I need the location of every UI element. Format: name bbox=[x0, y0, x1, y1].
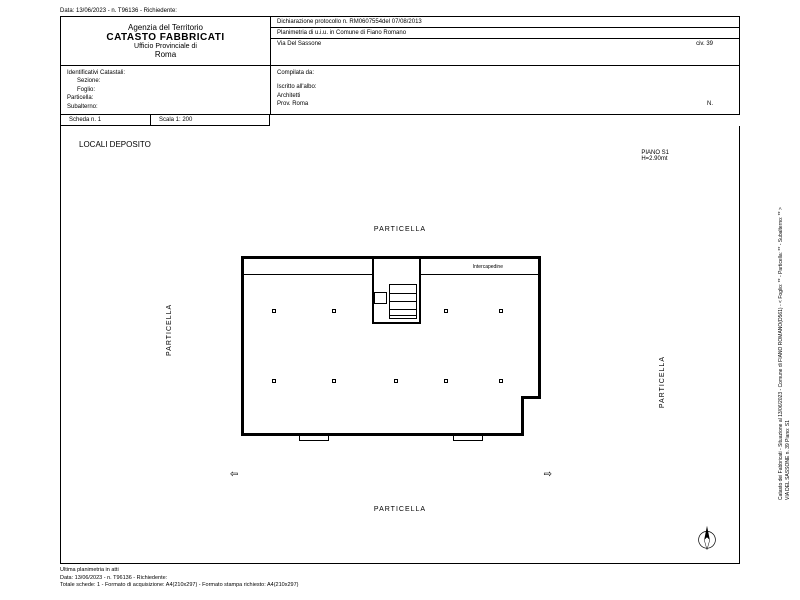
arrow-right-icon: ⇨ bbox=[544, 469, 552, 480]
piano-info: PIANO S1 H=2.90mt bbox=[641, 150, 669, 162]
steps-bottom-left bbox=[299, 433, 329, 441]
column bbox=[444, 379, 448, 383]
column bbox=[394, 379, 398, 383]
prov: Prov. Roma bbox=[277, 100, 308, 108]
column bbox=[272, 379, 276, 383]
ident-block: Identificativi Catastali: Sezione: Fogli… bbox=[60, 66, 740, 115]
foglio: Foglio: bbox=[67, 86, 264, 94]
civ: civ. 39 bbox=[696, 41, 733, 47]
side-vertical-text: Catasto dei Fabbricati - Situazione al 1… bbox=[778, 80, 792, 500]
stairs bbox=[389, 284, 417, 319]
wall bbox=[244, 274, 372, 275]
intercapedine-label: Intercapedine bbox=[473, 264, 503, 270]
compass-icon bbox=[693, 523, 721, 551]
footer-l2: Data: 13/06/2023 - n. T96136 - Richieden… bbox=[60, 575, 740, 583]
column bbox=[499, 309, 503, 313]
column bbox=[499, 379, 503, 383]
header-block: Agenzia del Territorio CATASTO FABBRICAT… bbox=[60, 16, 740, 66]
address-row: Via Del Sassone civ. 39 bbox=[271, 39, 739, 49]
wall bbox=[419, 274, 541, 275]
compilata: Compilata da: bbox=[277, 69, 733, 77]
wall bbox=[372, 322, 421, 324]
ident-left: Identificativi Catastali: Sezione: Fogli… bbox=[61, 66, 271, 114]
wall bbox=[419, 259, 421, 324]
scheda: Scheda n. 1 bbox=[61, 115, 151, 125]
subalterno-label: Subalterno: bbox=[67, 103, 264, 111]
column bbox=[332, 379, 336, 383]
footer: Ultima planimetria in atti Data: 13/06/2… bbox=[60, 567, 740, 590]
particella-bottom: PARTICELLA bbox=[374, 506, 426, 513]
column bbox=[444, 309, 448, 313]
scala: Scala 1: 200 bbox=[151, 115, 200, 125]
column bbox=[272, 309, 276, 313]
top-meta-line: Data: 13/06/2023 - n. T96136 - Richieden… bbox=[60, 8, 740, 14]
side-l2: VIA DEL SASSONE n. 39 Piano: S1 bbox=[785, 80, 792, 500]
scala-bar: Scheda n. 1 Scala 1: 200 bbox=[60, 115, 270, 126]
closet bbox=[374, 292, 387, 304]
header-right: Dichiarazione protocollo n. RM0607554del… bbox=[271, 17, 739, 65]
dichiarazione: Dichiarazione protocollo n. RM0607554del… bbox=[271, 17, 739, 28]
particella-left: PARTICELLA bbox=[166, 304, 173, 356]
ident-title: Identificativi Catastali: bbox=[67, 69, 264, 77]
particella-label: Particella: bbox=[67, 94, 264, 102]
steps-bottom-right bbox=[453, 433, 483, 441]
ident-right: Compilata da: Iscritto all'albo: Archite… bbox=[271, 66, 739, 114]
agency-line1: Agenzia del Territorio bbox=[65, 23, 266, 32]
footer-l1: Ultima planimetria in atti bbox=[60, 567, 740, 575]
particella-top: PARTICELLA bbox=[374, 226, 426, 233]
particella-right: PARTICELLA bbox=[659, 356, 666, 408]
iscritto: Iscritto all'albo: bbox=[277, 83, 733, 91]
num: N. bbox=[707, 100, 713, 108]
sezione: Sezione: bbox=[67, 77, 264, 85]
side-l1: Catasto dei Fabbricati - Situazione al 1… bbox=[778, 80, 785, 500]
planimetria-line: Planimetria di u.i.u. in Comune di Fiano… bbox=[271, 28, 739, 39]
architetti: Architetti bbox=[277, 92, 733, 100]
agency-line3: Ufficio Provinciale di bbox=[65, 43, 266, 50]
agency-line4: Roma bbox=[65, 50, 266, 59]
floorplan: Intercapedine ⇦ ⇨ bbox=[241, 256, 541, 436]
arrow-left-icon: ⇦ bbox=[230, 469, 238, 480]
footer-l3: Totale schede: 1 - Formato di acquisizio… bbox=[60, 582, 740, 590]
drawing-frame: LOCALI DEPOSITO PIANO S1 H=2.90mt PARTIC… bbox=[60, 126, 740, 564]
locali-title: LOCALI DEPOSITO bbox=[79, 140, 151, 149]
height-label: H=2.90mt bbox=[641, 156, 669, 162]
header-agency: Agenzia del Territorio CATASTO FABBRICAT… bbox=[61, 17, 271, 65]
column bbox=[332, 309, 336, 313]
notch bbox=[521, 396, 541, 436]
via: Via Del Sassone bbox=[277, 41, 321, 47]
agency-line2: CATASTO FABBRICATI bbox=[65, 32, 266, 43]
